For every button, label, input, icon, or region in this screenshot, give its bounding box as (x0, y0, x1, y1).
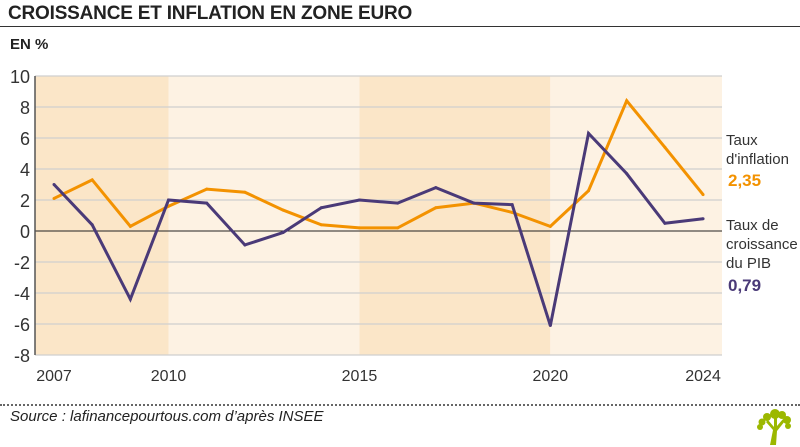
gdp-point (167, 198, 171, 202)
unit-label: EN % (10, 36, 49, 53)
y-tick-label: -4 (14, 284, 30, 304)
background-band (550, 76, 722, 355)
inflation-point (701, 193, 705, 197)
gdp-point (90, 223, 94, 227)
chart-title: CROISSANCE ET INFLATION EN ZONE EURO (8, 3, 413, 24)
legend-last-value: 2,35 (728, 171, 761, 190)
legend-last-value: 0,79 (728, 276, 761, 295)
inflation-point (663, 145, 667, 149)
inflation-point (52, 196, 56, 200)
y-tick-label: -6 (14, 315, 30, 335)
legend-label: Taux de (726, 217, 779, 234)
inflation-point (243, 190, 247, 194)
gdp-point (281, 231, 285, 235)
gdp-point (434, 186, 438, 190)
y-tick-label: 6 (20, 129, 30, 149)
y-tick-label: -2 (14, 253, 30, 273)
inflation-point (281, 208, 285, 212)
footer-divider (0, 404, 800, 406)
x-tick-label: 2010 (151, 368, 187, 385)
gdp-point (701, 217, 705, 221)
y-tick-label: 0 (20, 222, 30, 242)
gdp-point (319, 206, 323, 210)
gdp-point (128, 297, 132, 301)
x-tick-label: 2020 (533, 368, 569, 385)
source-note: Source : lafinancepourtous.com d’après I… (10, 408, 324, 425)
y-tick-label: 4 (20, 160, 30, 180)
inflation-point (128, 224, 132, 228)
inflation-point (625, 99, 629, 103)
gdp-point (205, 201, 209, 205)
gdp-point (510, 203, 514, 207)
gdp-point (357, 198, 361, 202)
gdp-growth-line (52, 130, 704, 327)
x-tick-label: 2007 (36, 368, 72, 385)
inflation-point (319, 223, 323, 227)
legend-label: d'inflation (726, 151, 789, 168)
title-divider (0, 26, 800, 27)
gdp-point (625, 172, 629, 176)
legend-label: croissance (726, 236, 798, 253)
legend-label: Taux (726, 132, 758, 149)
gdp-point (472, 201, 476, 205)
inflation-point (587, 189, 591, 193)
inflation-point (90, 178, 94, 182)
gdp-point (548, 324, 552, 328)
gdp-point (587, 131, 591, 135)
gdp-point (52, 183, 56, 186)
gdp-point (243, 243, 247, 247)
tree-logo-icon (757, 409, 791, 445)
inflation-line (53, 97, 705, 230)
x-tick-label: 2024 (685, 368, 721, 385)
y-tick-label: 10 (10, 67, 30, 87)
background-band (168, 76, 360, 355)
y-tick-label: 8 (20, 98, 30, 118)
inflation-point (205, 187, 209, 191)
y-tick-label: 2 (20, 191, 30, 211)
inflation-point (357, 226, 361, 230)
inflation-point (548, 224, 552, 228)
background-band (35, 76, 169, 355)
gdp-point (663, 221, 667, 225)
inflation-point (396, 226, 400, 230)
gdp-point (396, 201, 400, 205)
legend-label: du PIB (726, 255, 771, 272)
inflation-point (434, 206, 438, 210)
y-tick-label: -8 (14, 346, 30, 366)
x-tick-label: 2015 (342, 368, 378, 385)
